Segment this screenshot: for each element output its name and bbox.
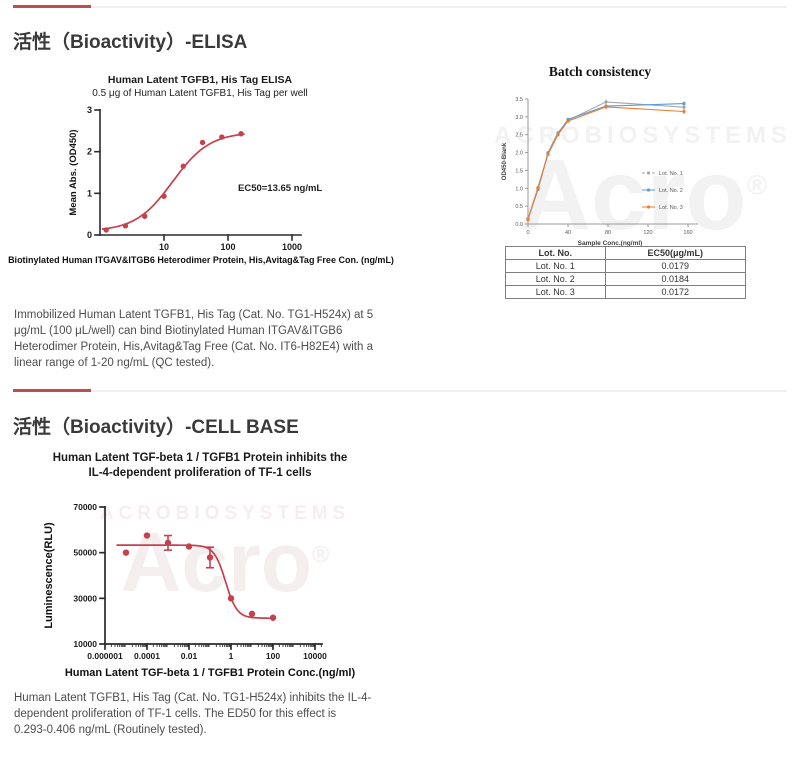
svg-text:100: 100	[266, 651, 280, 661]
lot-ec50-table: Lot. No. EC50(μg/mL) Lot. No. 1 0.0179 Lot.…	[505, 246, 746, 299]
elisa-chart: 0 1 2 3 10 100 1000 EC50=13.65 ng/mL Mean Abs. (…	[8, 105, 394, 265]
divider-line	[13, 390, 787, 392]
svg-text:0.01: 0.01	[181, 651, 198, 661]
svg-text:1: 1	[229, 651, 234, 661]
svg-text:1: 1	[87, 188, 92, 198]
table-cell: 0.0184	[604, 272, 746, 286]
svg-text:70000: 70000	[73, 502, 97, 512]
svg-text:3: 3	[87, 105, 92, 115]
cell-description: Human Latent TGFB1, His Tag (Cat. No. TG…	[14, 692, 372, 736]
svg-text:Sample Conc.(ng/ml): Sample Conc.(ng/ml)	[578, 240, 643, 247]
svg-text:Luminescence(RLU): Luminescence(RLU)	[43, 522, 55, 629]
cell-chart-title: Human Latent TGF-beta 1 / TGFB1 Protein …	[52, 452, 348, 479]
svg-text:100: 100	[220, 242, 235, 252]
svg-text:30000: 30000	[73, 593, 97, 603]
svg-text:120: 120	[643, 230, 652, 236]
lot-table-header-cell: EC50(μg/mL)	[604, 246, 746, 260]
table-cell: Lot. No. 1	[505, 259, 606, 273]
svg-text:EC50=13.65 ng/mL: EC50=13.65 ng/mL	[238, 183, 322, 194]
svg-text:Lot. No. 1: Lot. No. 1	[659, 171, 683, 177]
section-divider	[13, 389, 787, 392]
svg-text:10: 10	[159, 242, 169, 252]
batch-chart-title: Batch consistency	[548, 64, 652, 79]
svg-text:0.5: 0.5	[515, 204, 523, 210]
batch-consistency-chart: 0.0 0.5 1.0 1.5 2.0 2.5 3.0 3.5 0 40 80 120 160 Lot. …	[502, 97, 698, 247]
table-row: Lot. No. 2 0.0184	[505, 272, 746, 286]
svg-text:10000: 10000	[303, 651, 327, 661]
lot-table-body: Lot. No. 1 0.0179 Lot. No. 2 0.0184 Lot. No.…	[505, 259, 746, 299]
elisa-chart-title: Human Latent TGFB1, His Tag ELISA	[107, 74, 293, 86]
lot-table-header-cell: Lot. No.	[505, 246, 606, 260]
table-cell: Lot. No. 2	[505, 272, 606, 286]
svg-text:0.0: 0.0	[515, 222, 523, 228]
svg-text:Lot. No. 3: Lot. No. 3	[659, 205, 683, 211]
svg-text:160: 160	[683, 230, 692, 236]
svg-text:2.5: 2.5	[515, 133, 523, 139]
elisa-chart-subtitle: 0.5 μg of Human Latent TGFB1, His Tag pe…	[92, 88, 308, 99]
svg-text:1.0: 1.0	[515, 186, 523, 192]
svg-text:40: 40	[565, 230, 571, 236]
table-row: Lot. No. 3 0.0172	[505, 285, 746, 299]
svg-text:10000: 10000	[73, 639, 97, 649]
svg-text:2: 2	[87, 147, 92, 157]
divider-accent	[13, 5, 91, 8]
svg-text:Human Latent TGF-beta 1 / TGFB: Human Latent TGF-beta 1 / TGFB1 Protein …	[65, 667, 356, 679]
svg-text:2.0: 2.0	[515, 151, 523, 157]
svg-text:Lot. No. 2: Lot. No. 2	[659, 188, 683, 194]
elisa-description: Immobilized Human Latent TGFB1, His Tag …	[14, 309, 374, 369]
svg-text:OD450-Blank: OD450-Blank	[502, 142, 508, 180]
lot-table-header: Lot. No. EC50(μg/mL)	[505, 246, 746, 260]
divider-line	[13, 6, 787, 8]
svg-text:0.000001: 0.000001	[87, 651, 123, 661]
svg-text:0: 0	[526, 230, 529, 236]
section-heading-cell-base: 活性（Bioactivity）-CELL BASE	[13, 417, 299, 438]
svg-text:50000: 50000	[73, 548, 97, 558]
svg-text:80: 80	[605, 230, 611, 236]
svg-text:1.5: 1.5	[515, 168, 523, 174]
section-heading-elisa: 活性（Bioactivity）-ELISA	[13, 32, 248, 53]
svg-text:Mean Abs. (OD450): Mean Abs. (OD450)	[68, 129, 79, 215]
svg-text:3.5: 3.5	[515, 97, 523, 103]
table-cell: 0.0172	[604, 285, 746, 299]
section-divider	[13, 5, 787, 8]
svg-text:Biotinylated Human ITGAV&ITGB6: Biotinylated Human ITGAV&ITGB6 Heterodim…	[8, 255, 394, 265]
svg-text:0: 0	[87, 230, 92, 240]
svg-text:1000: 1000	[282, 242, 302, 252]
cell-base-chart: 10000 30000 50000 70000 0.000001 0.0001 0.01 1 1…	[43, 502, 356, 679]
svg-text:0.0001: 0.0001	[134, 651, 160, 661]
divider-accent	[13, 389, 91, 392]
table-row: Lot. No. 1 0.0179	[505, 259, 746, 273]
table-cell: 0.0179	[604, 259, 746, 273]
svg-text:3.0: 3.0	[515, 115, 523, 121]
table-cell: Lot. No. 3	[505, 285, 606, 299]
